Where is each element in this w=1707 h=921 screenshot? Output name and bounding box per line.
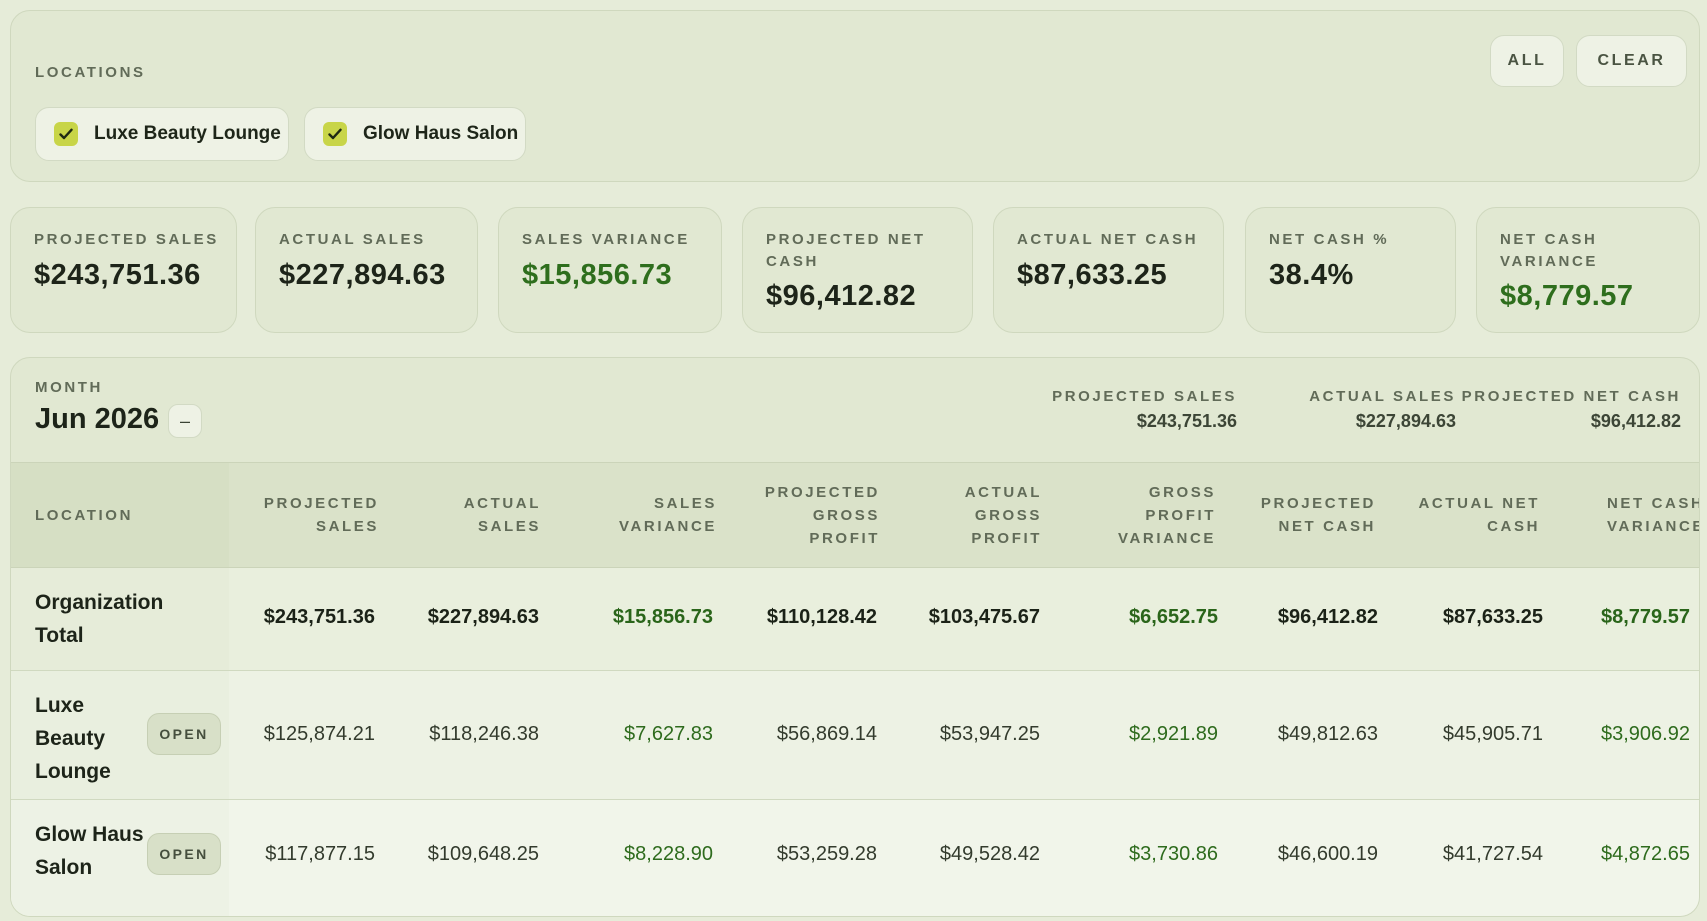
cell-projected-sales: $117,877.15 [265, 843, 375, 865]
kpi-value: $243,751.36 [34, 259, 201, 291]
cell-gross-profit-variance: $3,730.86 [1129, 843, 1218, 865]
kpi-label: SALES VARIANCE [522, 231, 690, 248]
summary-value: $243,751.36 [1136, 411, 1237, 431]
cell-gross-profit-variance: $6,652.75 [1129, 606, 1218, 628]
location-column-header-bg [11, 463, 229, 567]
col-header-projected-gross-profit[interactable]: PROJECTED GROSS PROFIT [764, 483, 880, 547]
open-location-button[interactable]: OPEN [147, 833, 221, 875]
location-chip-luxe-beauty-lounge[interactable]: Luxe Beauty Lounge [35, 107, 289, 161]
col-header-net-cash-variance[interactable]: NET CASH VARIANCE [1607, 495, 1700, 535]
cell-actual-gross-profit: $49,528.42 [939, 843, 1040, 865]
cell-actual-gross-profit: $103,475.67 [928, 606, 1040, 628]
cell-actual-net-cash: $87,633.25 [1442, 606, 1543, 628]
kpi-value: $227,894.63 [279, 259, 446, 291]
row-location-name: Luxe Beauty Lounge [35, 694, 111, 783]
cell-projected-net-cash: $46,600.19 [1277, 843, 1378, 865]
cell-sales-variance: $7,627.83 [624, 723, 713, 745]
location-chip-label: Luxe Beauty Lounge [94, 123, 281, 144]
kpi-label: NET CASH VARIANCE [1500, 231, 1599, 270]
kpi-value: $15,856.73 [522, 259, 673, 291]
cell-sales-variance: $15,856.73 [612, 606, 713, 628]
col-header-projected-net-cash[interactable]: PROJECTED NET CASH [1260, 495, 1376, 535]
cell-actual-net-cash: $41,727.54 [1442, 843, 1543, 865]
table-header: LOCATION PROJECTED SALES ACTUAL SALES SA… [11, 462, 1700, 568]
kpi-value: $96,412.82 [766, 280, 917, 312]
cell-projected-gross-profit: $110,128.42 [766, 606, 877, 628]
col-header-actual-net-cash[interactable]: ACTUAL NET CASH [1418, 495, 1540, 535]
cell-actual-sales: $109,648.25 [427, 843, 539, 865]
kpi-sales-variance: SALES VARIANCE $15,856.73 [498, 207, 722, 333]
locations-panel: LOCATIONS ALL CLEAR Luxe Beauty Lounge G… [10, 10, 1700, 182]
cell-actual-sales: $227,894.63 [427, 606, 539, 628]
cell-actual-net-cash: $45,905.71 [1442, 723, 1543, 745]
checkbox-checked-icon[interactable] [54, 122, 78, 146]
cell-actual-sales: $118,246.38 [429, 723, 539, 745]
cell-net-cash-variance: $8,779.57 [1601, 606, 1690, 628]
summary-label: PROJECTED SALES [1052, 388, 1237, 405]
month-panel: MONTH Jun 2026 – PROJECTED SALES $243,75… [10, 357, 1700, 917]
kpi-net-cash-variance: NET CASH VARIANCE $8,779.57 [1476, 207, 1700, 333]
locations-title: LOCATIONS [35, 64, 146, 81]
month-summary-projected-net-cash: PROJECTED NET CASH $96,412.82 [1462, 388, 1681, 432]
col-header-actual-gross-profit[interactable]: ACTUAL GROSS PROFIT [964, 483, 1042, 547]
kpi-label: ACTUAL NET CASH [1017, 231, 1199, 248]
kpi-label: PROJECTED NET CASH [766, 231, 926, 270]
cell-gross-profit-variance: $2,921.89 [1129, 723, 1218, 745]
clear-button[interactable]: CLEAR [1576, 35, 1687, 87]
month-caption: MONTH [35, 379, 103, 396]
kpi-actual-sales: ACTUAL SALES $227,894.63 [255, 207, 478, 333]
summary-label: ACTUAL SALES [1309, 388, 1456, 405]
col-header-actual-sales[interactable]: ACTUAL SALES [463, 495, 541, 535]
cell-sales-variance: $8,228.90 [624, 843, 713, 865]
kpi-value: $8,779.57 [1500, 280, 1634, 312]
row-location-name: Glow Haus Salon [35, 823, 144, 879]
cell-actual-gross-profit: $53,947.25 [939, 723, 1040, 745]
row-location-name: Organization Total [35, 591, 164, 647]
table-row-organization-total: Organization Total $243,751.36 $227,894.… [11, 568, 1699, 671]
cell-projected-gross-profit: $53,259.28 [776, 843, 877, 865]
col-header-projected-sales[interactable]: PROJECTED SALES [263, 495, 379, 535]
select-all-button[interactable]: ALL [1490, 35, 1564, 87]
kpi-label: PROJECTED SALES [34, 231, 219, 248]
kpi-net-cash-percent: NET CASH % 38.4% [1245, 207, 1456, 333]
cell-projected-sales: $125,874.21 [263, 723, 375, 745]
month-summary-actual-sales: ACTUAL SALES $227,894.63 [1309, 388, 1456, 432]
month-summary-projected-sales: PROJECTED SALES $243,751.36 [1052, 388, 1237, 432]
summary-value: $96,412.82 [1590, 411, 1681, 431]
kpi-actual-net-cash: ACTUAL NET CASH $87,633.25 [993, 207, 1224, 333]
cell-projected-net-cash: $49,812.63 [1277, 723, 1378, 745]
col-header-gross-profit-variance[interactable]: GROSS PROFIT VARIANCE [1117, 483, 1216, 547]
table-row-glow-haus-salon: Glow Haus Salon OPEN $117,877.15 $109,64… [11, 800, 1699, 916]
kpi-label: ACTUAL SALES [279, 231, 426, 248]
month-title: Jun 2026 [35, 403, 160, 435]
kpi-value: 38.4% [1269, 259, 1354, 291]
cell-projected-sales: $243,751.36 [263, 606, 375, 628]
col-header-sales-variance[interactable]: SALES VARIANCE [618, 495, 717, 535]
collapse-month-button[interactable]: – [168, 404, 202, 438]
kpi-projected-net-cash: PROJECTED NET CASH $96,412.82 [742, 207, 973, 333]
open-location-button[interactable]: OPEN [147, 713, 221, 755]
summary-label: PROJECTED NET CASH [1461, 388, 1681, 405]
cell-projected-gross-profit: $56,869.14 [776, 723, 877, 745]
col-header-location[interactable]: LOCATION [35, 506, 134, 524]
table-row-luxe-beauty-lounge: Luxe Beauty Lounge OPEN $125,874.21 $118… [11, 671, 1699, 800]
checkbox-checked-icon[interactable] [323, 122, 347, 146]
location-chip-glow-haus-salon[interactable]: Glow Haus Salon [304, 107, 526, 161]
cell-projected-net-cash: $96,412.82 [1277, 606, 1378, 628]
location-chip-label: Glow Haus Salon [363, 123, 519, 144]
kpi-label: NET CASH % [1269, 231, 1390, 248]
kpi-value: $87,633.25 [1017, 259, 1168, 291]
summary-value: $227,894.63 [1355, 411, 1456, 431]
cell-net-cash-variance: $4,872.65 [1601, 843, 1690, 865]
kpi-projected-sales: PROJECTED SALES $243,751.36 [10, 207, 237, 333]
cell-net-cash-variance: $3,906.92 [1601, 723, 1690, 745]
